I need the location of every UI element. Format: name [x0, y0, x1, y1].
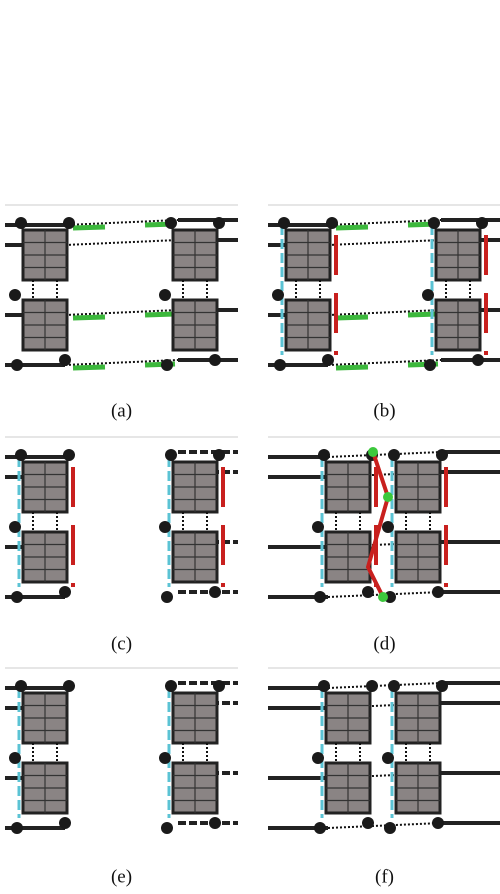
atom [326, 217, 338, 229]
atom [274, 359, 286, 371]
atom [314, 591, 326, 603]
atom [278, 217, 290, 229]
atom [9, 289, 21, 301]
atom [161, 359, 173, 371]
atom [59, 586, 71, 598]
green-atom [378, 592, 388, 602]
atom [63, 680, 75, 692]
atom [161, 591, 173, 603]
dotted-chain [328, 683, 441, 688]
panel-caption: (e) [111, 866, 132, 887]
atom [213, 217, 225, 229]
green-atom [368, 447, 378, 457]
dotted-chain [65, 240, 178, 245]
figure: (a) (b) (c) (d) (e) (f) [0, 0, 500, 894]
atom [159, 752, 171, 764]
atom [9, 752, 21, 764]
atom [59, 817, 71, 829]
panel: (c) [5, 437, 238, 654]
atom [436, 449, 448, 461]
green-atom [383, 492, 393, 502]
green-bond [336, 227, 368, 228]
atom [362, 586, 374, 598]
atom [432, 817, 444, 829]
green-bond [73, 227, 105, 228]
green-bond [336, 317, 368, 318]
atom [472, 354, 484, 366]
atom [165, 680, 177, 692]
atom [161, 822, 173, 834]
atom [322, 354, 334, 366]
atom [428, 217, 440, 229]
atom [11, 359, 23, 371]
panel: (e) [5, 668, 238, 887]
atom [11, 822, 23, 834]
atom [159, 521, 171, 533]
atom [432, 586, 444, 598]
atom [312, 752, 324, 764]
panel: (a) [5, 205, 238, 421]
atom [314, 822, 326, 834]
atom [63, 217, 75, 229]
panel-caption: (c) [111, 633, 132, 654]
atom [165, 217, 177, 229]
atom [388, 449, 400, 461]
atom [59, 354, 71, 366]
green-bond [73, 367, 105, 368]
atom [209, 817, 221, 829]
atom [318, 680, 330, 692]
atom [272, 289, 284, 301]
panel: (d) [268, 437, 500, 654]
atom [63, 449, 75, 461]
dotted-chain [328, 452, 441, 457]
atom [11, 591, 23, 603]
atom [15, 449, 27, 461]
atom [165, 449, 177, 461]
panel-caption: (a) [111, 400, 132, 421]
atom [312, 521, 324, 533]
atom [209, 354, 221, 366]
atom [476, 217, 488, 229]
atom [422, 289, 434, 301]
atom [366, 680, 378, 692]
atom [362, 817, 374, 829]
atom [209, 586, 221, 598]
atom [382, 752, 394, 764]
atom [213, 680, 225, 692]
atom [9, 521, 21, 533]
atom [15, 680, 27, 692]
atom [388, 680, 400, 692]
atom [384, 822, 396, 834]
atom [318, 449, 330, 461]
atom [382, 521, 394, 533]
atom [436, 680, 448, 692]
dotted-chain [328, 240, 441, 245]
panel: (b) [268, 205, 500, 421]
atom [424, 359, 436, 371]
green-bond [73, 317, 105, 318]
atom [213, 449, 225, 461]
panel-caption: (b) [373, 400, 395, 421]
green-bond [336, 367, 368, 368]
atom [159, 289, 171, 301]
green-bond [145, 314, 175, 315]
panel-caption: (f) [375, 866, 394, 887]
panel-caption: (d) [373, 633, 395, 654]
atom [15, 217, 27, 229]
panel: (f) [268, 668, 500, 887]
